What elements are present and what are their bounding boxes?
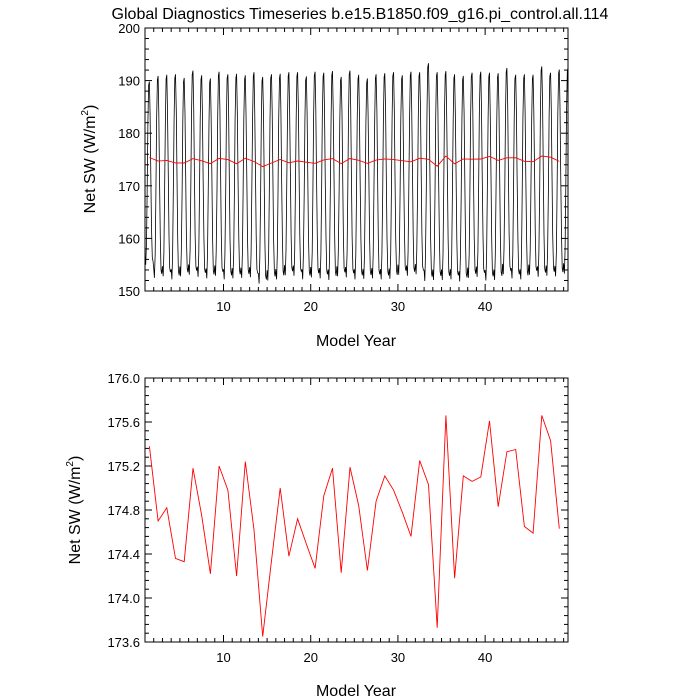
bottom-panel: 173.6 174.0 174.4 174.8 175.2 175.6 176.0 10 20…: [65, 371, 569, 700]
top-annual-mean-line: [149, 155, 560, 168]
top-x-tick-label: 30: [391, 299, 405, 314]
bottom-y-tick-label: 176.0: [107, 371, 140, 386]
top-y-axis-label: Net SW (W/m2): [80, 105, 99, 214]
chart-title: Global Diagnostics Timeseries b.e15.B185…: [112, 6, 609, 23]
bottom-y-tick-label: 175.2: [107, 459, 140, 474]
top-y-tick-label: 180: [118, 126, 140, 141]
bottom-plot-frame: [144, 377, 569, 643]
top-y-tick-label: 160: [118, 231, 140, 246]
top-x-axis-label: Model Year: [316, 333, 397, 350]
top-plot-frame: [144, 27, 569, 292]
top-x-tick-label: 20: [303, 299, 317, 314]
bottom-x-tick-label: 30: [391, 650, 405, 665]
top-y-tick-label: 150: [118, 284, 140, 299]
bottom-y-tick-label: 174.0: [107, 591, 140, 606]
bottom-x-tick-label: 20: [303, 650, 317, 665]
top-x-tick-label: 10: [216, 299, 230, 314]
bottom-y-axis: 173.6 174.0 174.4 174.8 175.2 175.6 176.0: [107, 371, 568, 650]
top-y-tick-label: 200: [118, 21, 140, 36]
bottom-y-tick-label: 173.6: [107, 635, 140, 650]
top-panel: 150 160 170 180 190 200 10 20 30 40 Model Year N…: [80, 21, 569, 350]
top-series-group: [144, 63, 569, 284]
bottom-x-tick-label: 40: [478, 650, 492, 665]
bottom-annual-mean-line: [148, 415, 560, 637]
top-x-tick-label: 40: [478, 299, 492, 314]
bottom-series-group: [148, 415, 560, 637]
bottom-x-tick-label: 10: [216, 650, 230, 665]
bottom-y-tick-label: 174.4: [107, 547, 140, 562]
bottom-x-axis-label: Model Year: [316, 683, 397, 700]
bottom-y-tick-label: 174.8: [107, 503, 140, 518]
top-x-axis: 10 20 30 40: [144, 28, 565, 314]
bottom-y-tick-label: 175.6: [107, 415, 140, 430]
top-y-axis: 150 160 170 180 190 200: [118, 21, 568, 299]
top-y-tick-label: 190: [118, 74, 140, 89]
bottom-x-axis: 10 20 30 40: [144, 378, 565, 665]
top-y-tick-label: 170: [118, 179, 140, 194]
bottom-y-axis-label: Net SW (W/m2): [65, 456, 84, 565]
top-monthly-series-line: [144, 63, 569, 284]
